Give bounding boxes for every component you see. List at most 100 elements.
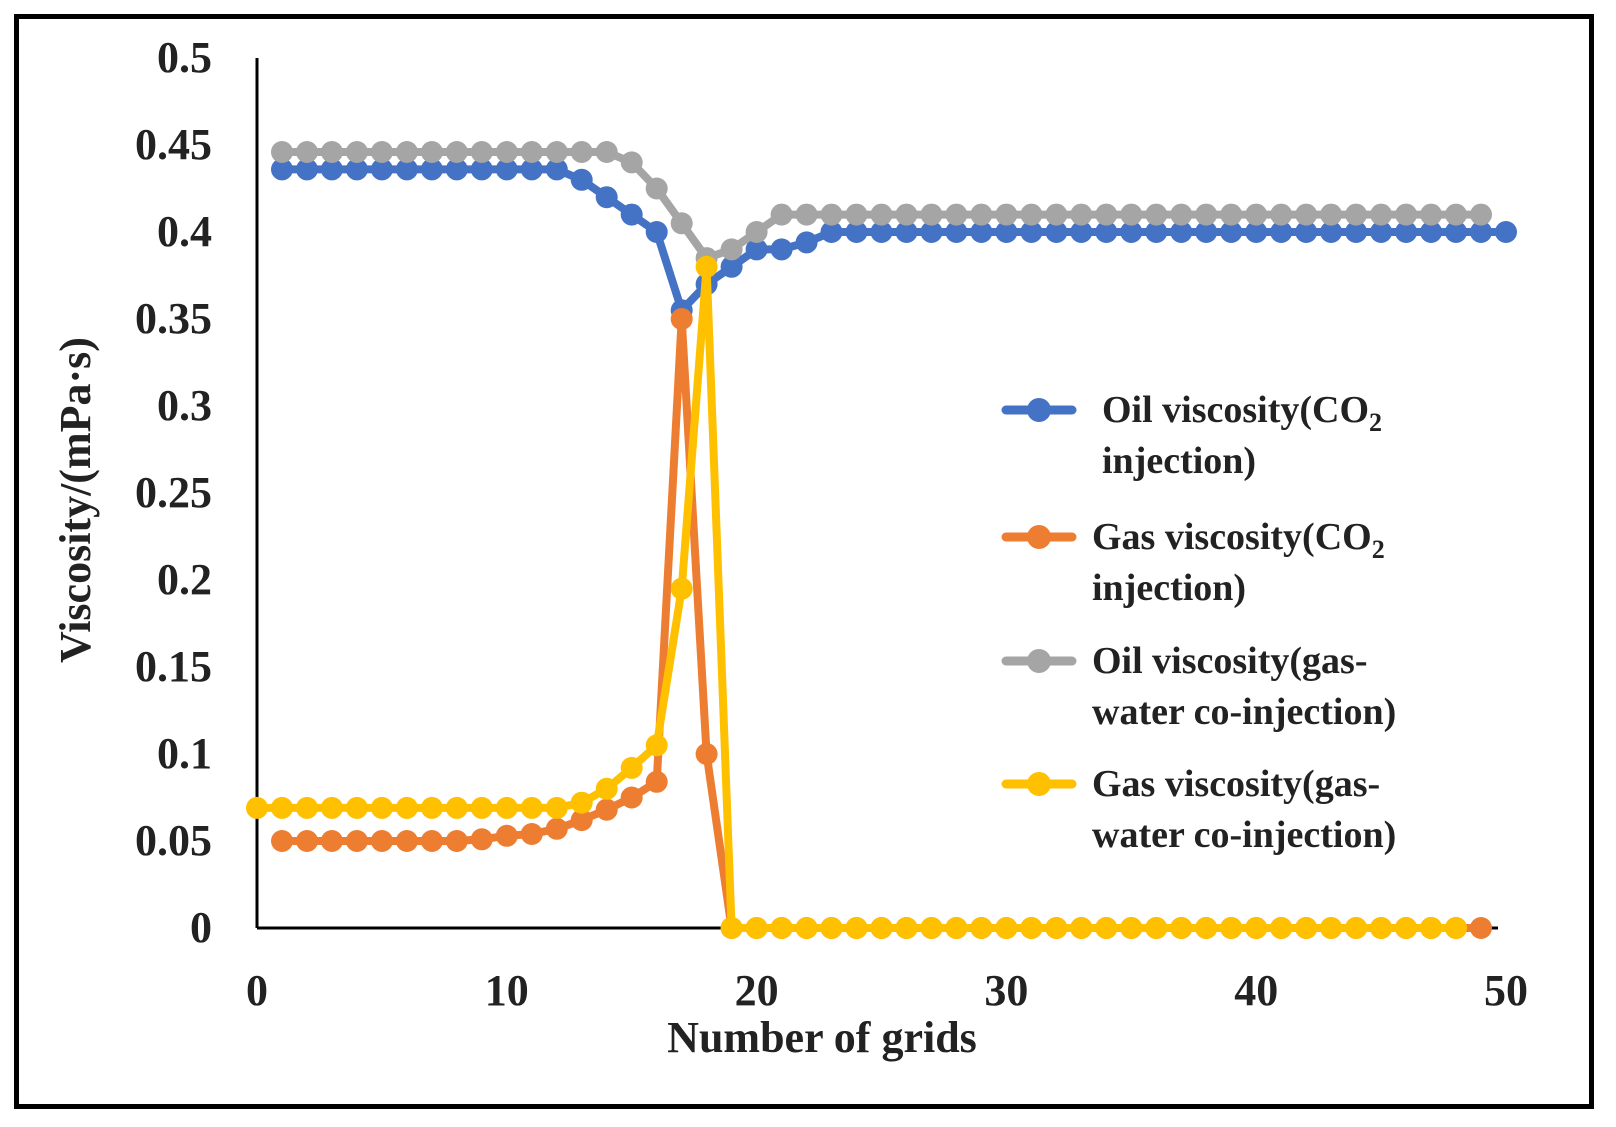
data-point — [420, 158, 443, 181]
data-point — [720, 238, 743, 261]
data-point — [1220, 917, 1243, 939]
series-1 — [271, 158, 1517, 322]
data-point — [370, 158, 393, 181]
data-point — [895, 917, 918, 939]
data-point — [1195, 203, 1218, 226]
series-layer — [246, 141, 1517, 939]
data-point — [645, 221, 668, 243]
legend-swatch-marker — [1027, 525, 1051, 549]
data-point — [1370, 221, 1393, 243]
legend-label: water co-injection) — [1092, 691, 1396, 733]
data-point — [420, 141, 443, 163]
data-point — [570, 141, 593, 163]
data-point — [595, 141, 618, 163]
data-point — [370, 796, 393, 819]
data-point — [1320, 917, 1343, 939]
y-tick-label: 0.3 — [157, 381, 212, 430]
legend-label: water co-injection) — [1092, 814, 1396, 856]
data-point — [895, 221, 918, 243]
data-point — [1295, 203, 1318, 226]
data-point — [995, 917, 1018, 939]
x-tick-label: 10 — [485, 966, 529, 1015]
legend-label: Oil viscosity(CO2 — [1102, 389, 1382, 437]
data-point — [320, 141, 343, 163]
data-point — [545, 141, 568, 163]
legend-label-text: injection) — [1092, 567, 1246, 609]
data-point — [1095, 221, 1118, 243]
data-point — [1445, 203, 1467, 226]
data-point — [745, 238, 768, 261]
data-point — [345, 796, 368, 819]
data-point — [945, 203, 968, 226]
data-point — [445, 141, 468, 163]
data-point — [395, 141, 418, 163]
data-point — [570, 791, 593, 814]
data-point — [870, 221, 893, 243]
data-point — [1120, 917, 1143, 939]
data-point — [520, 158, 543, 181]
data-point — [620, 786, 643, 809]
data-point — [970, 203, 993, 226]
data-point — [445, 796, 468, 819]
data-point — [820, 203, 843, 226]
data-point — [870, 917, 893, 939]
data-point — [770, 203, 793, 226]
data-point — [620, 756, 643, 779]
data-point — [945, 917, 968, 939]
data-point — [1070, 917, 1093, 939]
legend-label-text: Gas viscosity(CO — [1092, 516, 1372, 558]
legend-label-text: injection) — [1102, 440, 1256, 482]
data-point — [870, 203, 893, 226]
data-point — [395, 830, 418, 852]
legend-label-text: Gas viscosity(gas- — [1092, 763, 1380, 805]
data-point — [1270, 203, 1293, 226]
x-tick-label: 20 — [735, 966, 779, 1015]
data-point — [1270, 221, 1293, 243]
data-point — [1470, 203, 1492, 226]
data-point — [470, 141, 493, 163]
data-point — [420, 830, 443, 852]
data-point — [920, 221, 943, 243]
data-point — [1345, 917, 1368, 939]
data-point — [1470, 221, 1492, 243]
x-axis-title: Number of grids — [667, 1013, 977, 1062]
data-point — [1420, 917, 1443, 939]
data-point — [1245, 221, 1268, 243]
data-point — [271, 830, 293, 852]
data-point — [1345, 203, 1368, 226]
data-point — [1295, 221, 1318, 243]
data-point — [370, 141, 393, 163]
data-point — [845, 221, 868, 243]
data-point — [320, 796, 343, 819]
data-point — [795, 203, 818, 226]
data-point — [1245, 203, 1268, 226]
legend-label-text: water co-injection) — [1092, 691, 1396, 733]
data-point — [1420, 221, 1443, 243]
data-point — [1170, 221, 1193, 243]
data-point — [1020, 221, 1043, 243]
data-point — [920, 917, 943, 939]
data-point — [1020, 917, 1043, 939]
data-point — [395, 158, 418, 181]
data-point — [945, 221, 968, 243]
data-point — [995, 203, 1018, 226]
data-point — [1070, 203, 1093, 226]
data-point — [1395, 203, 1418, 226]
data-point — [345, 141, 368, 163]
legend-label-text: Oil viscosity(gas- — [1092, 640, 1367, 682]
data-point — [420, 796, 443, 819]
y-tick-label: 0.15 — [135, 642, 212, 691]
data-point — [670, 308, 693, 330]
data-point — [1045, 221, 1068, 243]
data-point — [470, 796, 493, 819]
data-point — [570, 168, 593, 191]
data-point — [1370, 203, 1393, 226]
y-tick-label: 0.35 — [135, 294, 212, 343]
data-point — [670, 212, 693, 235]
data-point — [1170, 917, 1193, 939]
y-tick-label: 0.45 — [135, 120, 212, 169]
data-point — [1445, 917, 1467, 939]
data-point — [795, 917, 818, 939]
tick-labels: 0 0.05 0.1 0.15 0.2 0.25 0.3 0.35 0.4 0.45 0.5 0 10 2… — [135, 33, 1528, 1015]
